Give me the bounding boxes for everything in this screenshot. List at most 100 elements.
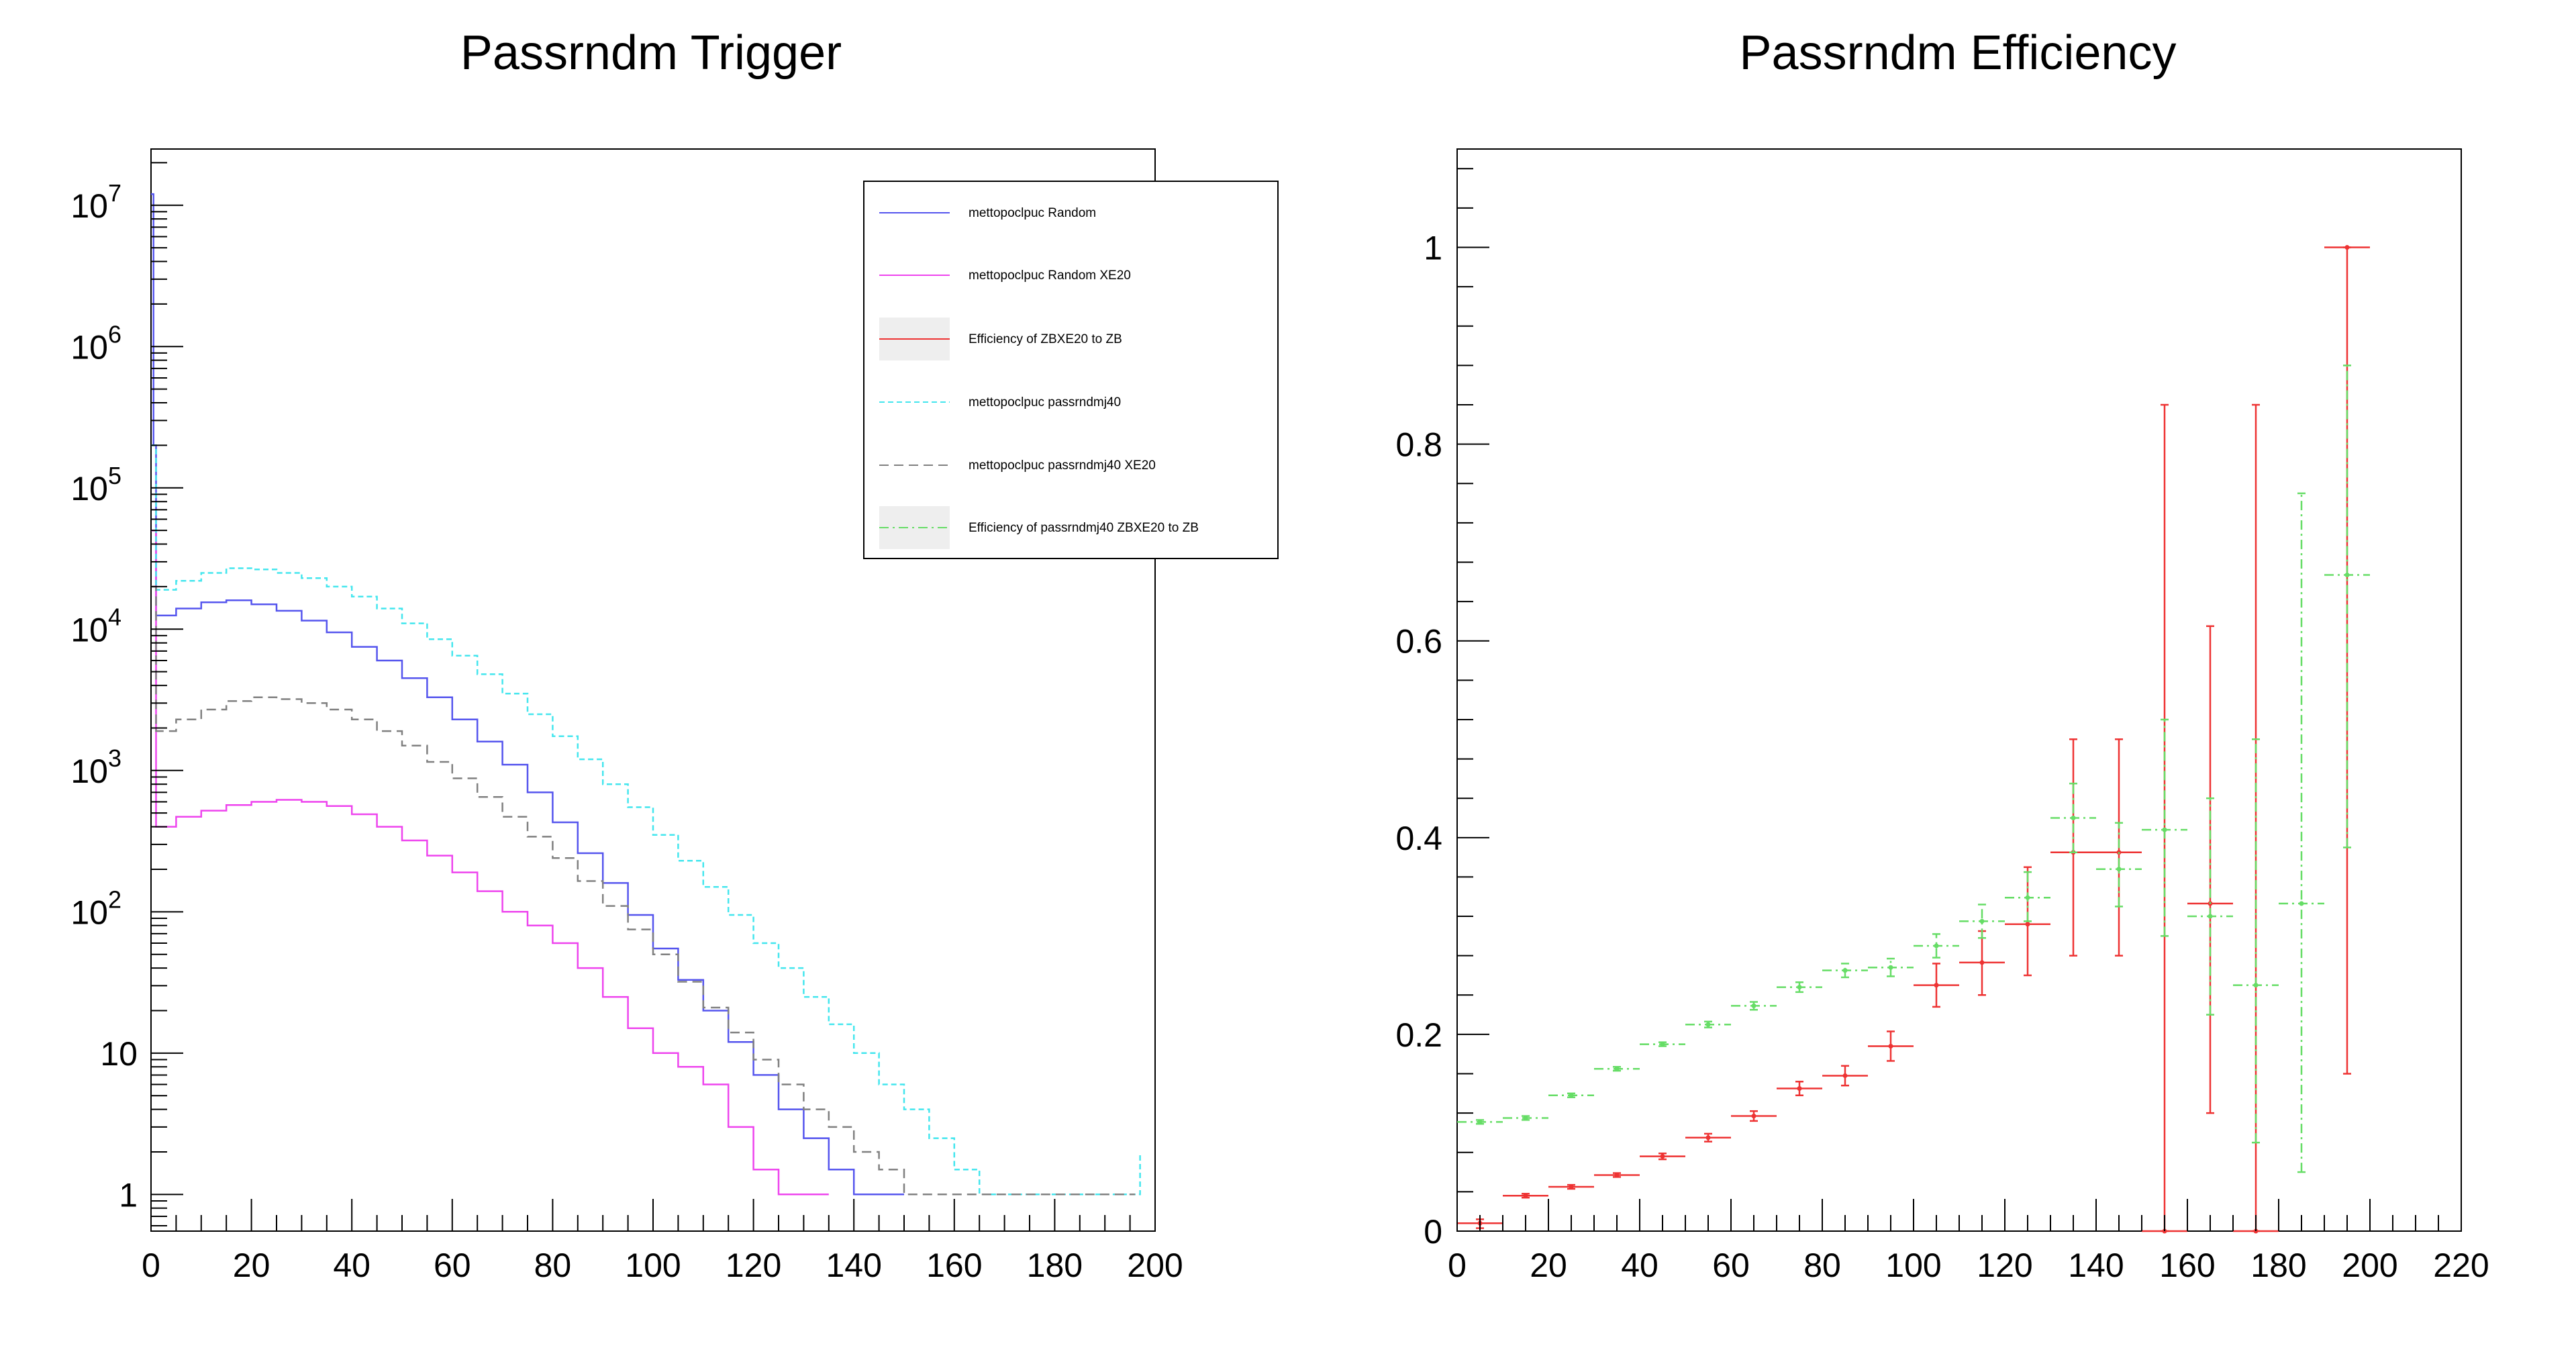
data-marker (2162, 827, 2167, 832)
x-tick-label: 140 (826, 1247, 881, 1284)
efficiency-point-eff-passrndmj40 (2324, 365, 2370, 848)
trigger-series-group (151, 193, 1141, 1196)
legend-label-eff-zb: Efficiency of ZBXE20 to ZB (969, 332, 1122, 346)
efficiency-point-eff-zb (1731, 1110, 1777, 1122)
efficiency-point-eff-passrndmj40 (1731, 1001, 1777, 1011)
efficiency-point-eff-passrndmj40 (2096, 822, 2142, 908)
data-marker (1523, 1193, 1528, 1198)
legend-entry-eff-zb: Efficiency of ZBXE20 to ZB (879, 318, 1122, 360)
y-tick-label: 105 (70, 462, 121, 507)
efficiency-point-eff-passrndmj40 (1594, 1066, 1640, 1072)
data-marker (2071, 816, 2076, 821)
data-marker (1660, 1042, 1665, 1047)
x-tick-label: 160 (926, 1247, 982, 1284)
x-tick-label: 120 (1977, 1247, 2032, 1284)
efficiency-point-eff-zb (1777, 1081, 1822, 1097)
efficiency-point-eff-passrndmj40 (2142, 718, 2187, 937)
data-marker (1934, 983, 1939, 988)
data-marker (2299, 901, 2304, 906)
efficiency-axes: 0 20 40 60 80 100 120 140 160 180 200 220 0 0.2 0.4 0.6… (1395, 168, 2489, 1284)
legend-entry-passrndmj40: mettopoclpuc passrndmj40 (879, 395, 1121, 409)
data-marker (1979, 918, 1985, 924)
efficiency-point-eff-passrndmj40 (2279, 492, 2324, 1173)
efficiency-point-eff-zb (1503, 1193, 1548, 1199)
data-marker (1842, 1073, 1848, 1078)
y-tick-label: 104 (70, 603, 121, 648)
x-tick-label: 60 (1712, 1247, 1750, 1284)
trigger-chart: Passrndm Trigger 0 20 40 60 80 100 120 140 160 18… (70, 26, 1279, 1284)
y-tick-label: 103 (70, 744, 121, 790)
efficiency-point-eff-passrndmj40 (1777, 981, 1822, 993)
efficiency-point-eff-zb (1594, 1172, 1640, 1178)
y-tick-label: 1 (1424, 230, 1442, 267)
efficiency-point-eff-zb (1914, 963, 1959, 1008)
data-marker (1751, 1114, 1756, 1119)
x-tick-label: 80 (534, 1247, 572, 1284)
legend-label-eff-passrndmj40: Efficiency of passrndmj40 ZBXE20 to ZB (969, 521, 1199, 535)
x-tick-label: 60 (434, 1247, 471, 1284)
efficiency-point-eff-passrndmj40 (1822, 963, 1868, 979)
x-tick-label: 180 (1027, 1247, 1083, 1284)
data-marker (1523, 1115, 1528, 1120)
data-marker (1569, 1184, 1574, 1189)
efficiency-point-eff-zb (1685, 1132, 1731, 1143)
data-marker (2344, 245, 2350, 250)
efficiency-series-group (1457, 245, 2370, 1234)
data-marker (2253, 983, 2259, 988)
data-marker (1888, 965, 1893, 970)
x-tick-label: 180 (2250, 1247, 2306, 1284)
data-marker (2208, 914, 2213, 919)
trigger-chart-title: Passrndm Trigger (460, 26, 842, 80)
efficiency-point-eff-passrndmj40 (2005, 871, 2050, 922)
y-tick-label: 0 (1424, 1213, 1442, 1251)
data-marker (1934, 943, 1939, 949)
x-tick-label: 160 (2159, 1247, 2215, 1284)
data-marker (1888, 1043, 1893, 1049)
data-marker (1660, 1154, 1665, 1159)
efficiency-point-eff-zb (1640, 1152, 1685, 1161)
trigger-legend: mettopoclpuc Random mettopoclpuc Random … (863, 181, 1279, 559)
x-tick-label: 100 (1885, 1247, 1941, 1284)
y-tick-label: 106 (70, 320, 121, 366)
efficiency-point-eff-passrndmj40 (2187, 797, 2233, 1016)
data-marker (1705, 1022, 1711, 1027)
y-tick-label: 0.6 (1395, 623, 1442, 661)
trigger-axes: 0 20 40 60 80 100 120 140 160 180 200 1 10 102 103 104 1… (70, 162, 1183, 1284)
legend-box (863, 181, 1279, 559)
data-marker (1842, 968, 1848, 973)
efficiency-point-eff-passrndmj40 (1959, 904, 2005, 939)
y-tick-label: 0.8 (1395, 426, 1442, 464)
data-marker (1751, 1003, 1756, 1008)
x-tick-label: 80 (1803, 1247, 1841, 1284)
data-marker (2025, 895, 2030, 900)
data-marker (2116, 867, 2122, 872)
y-tick-label: 0.4 (1395, 820, 1442, 857)
trigger-series-random (151, 193, 904, 1196)
y-tick-label: 0.2 (1395, 1016, 1442, 1054)
legend-label-passrndmj40: mettopoclpuc passrndmj40 (969, 395, 1121, 409)
efficiency-point-eff-passrndmj40 (2233, 738, 2279, 1144)
data-marker (2025, 922, 2030, 927)
legend-entry-eff-passrndmj40: Efficiency of passrndmj40 ZBXE20 to ZB (879, 506, 1199, 549)
legend-label-random: mettopoclpuc Random (969, 206, 1096, 220)
y-tick-label: 102 (70, 885, 121, 931)
x-tick-label: 220 (2433, 1247, 2489, 1284)
x-tick-label: 0 (142, 1247, 160, 1284)
legend-entry-passrndmj40-xe20: mettopoclpuc passrndmj40 XE20 (879, 458, 1156, 473)
efficiency-point-eff-passrndmj40 (1548, 1092, 1594, 1098)
y-tick-label: 1 (119, 1176, 138, 1214)
efficiency-point-eff-passrndmj40 (1457, 1119, 1503, 1125)
legend-entry-random: mettopoclpuc Random (879, 206, 1096, 220)
data-marker (1614, 1172, 1620, 1177)
legend-entry-random-xe20: mettopoclpuc Random XE20 (879, 269, 1131, 283)
data-marker (1569, 1093, 1574, 1098)
efficiency-point-eff-passrndmj40 (1914, 933, 1959, 959)
legend-label-passrndmj40-xe20: mettopoclpuc passrndmj40 XE20 (969, 458, 1156, 473)
efficiency-chart-title: Passrndm Efficiency (1740, 26, 2177, 80)
data-marker (1614, 1066, 1620, 1071)
x-tick-label: 200 (2342, 1247, 2397, 1284)
x-tick-label: 40 (333, 1247, 370, 1284)
data-marker (2344, 573, 2350, 578)
data-marker (1797, 1086, 1802, 1091)
